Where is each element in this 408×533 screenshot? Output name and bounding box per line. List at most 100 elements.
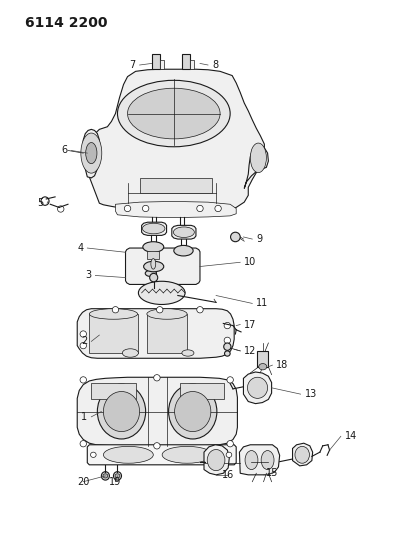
Ellipse shape bbox=[103, 446, 153, 463]
Polygon shape bbox=[204, 445, 229, 475]
Polygon shape bbox=[293, 443, 313, 466]
Ellipse shape bbox=[113, 472, 122, 480]
Polygon shape bbox=[172, 225, 196, 239]
Ellipse shape bbox=[224, 337, 231, 343]
Bar bbox=[257, 351, 268, 367]
Polygon shape bbox=[77, 309, 234, 358]
Ellipse shape bbox=[143, 241, 164, 252]
Ellipse shape bbox=[142, 205, 149, 212]
Text: 18: 18 bbox=[277, 360, 289, 370]
Text: 4: 4 bbox=[77, 243, 83, 253]
Ellipse shape bbox=[224, 351, 230, 356]
Polygon shape bbox=[244, 372, 272, 403]
Ellipse shape bbox=[80, 377, 86, 383]
Ellipse shape bbox=[80, 342, 86, 349]
Ellipse shape bbox=[245, 450, 258, 470]
Bar bbox=[147, 251, 159, 259]
Ellipse shape bbox=[103, 474, 108, 478]
Bar bbox=[180, 383, 224, 399]
Polygon shape bbox=[239, 445, 279, 475]
Ellipse shape bbox=[103, 392, 140, 432]
Ellipse shape bbox=[124, 205, 131, 212]
Polygon shape bbox=[77, 377, 237, 446]
Ellipse shape bbox=[250, 143, 266, 173]
Ellipse shape bbox=[197, 205, 203, 212]
Text: 8: 8 bbox=[212, 60, 218, 70]
Ellipse shape bbox=[224, 322, 231, 329]
Ellipse shape bbox=[122, 349, 138, 357]
Ellipse shape bbox=[182, 350, 194, 356]
Text: 14: 14 bbox=[345, 431, 357, 441]
Polygon shape bbox=[244, 145, 268, 189]
Ellipse shape bbox=[86, 142, 97, 164]
Polygon shape bbox=[142, 222, 166, 236]
Text: 15: 15 bbox=[266, 469, 279, 478]
Text: 7: 7 bbox=[129, 60, 135, 70]
Ellipse shape bbox=[112, 306, 119, 313]
Ellipse shape bbox=[169, 384, 217, 439]
Ellipse shape bbox=[261, 450, 274, 470]
Bar bbox=[182, 54, 190, 69]
Ellipse shape bbox=[175, 392, 211, 432]
Text: 10: 10 bbox=[244, 257, 257, 267]
Ellipse shape bbox=[145, 270, 157, 277]
Text: 6114 2200: 6114 2200 bbox=[25, 16, 107, 30]
Text: 19: 19 bbox=[109, 477, 122, 487]
Ellipse shape bbox=[81, 133, 102, 173]
Text: 13: 13 bbox=[305, 389, 317, 399]
Text: 6: 6 bbox=[61, 146, 67, 156]
Ellipse shape bbox=[101, 472, 109, 480]
Ellipse shape bbox=[231, 232, 240, 241]
Ellipse shape bbox=[98, 384, 146, 439]
Text: 11: 11 bbox=[256, 298, 268, 309]
Text: 9: 9 bbox=[256, 234, 262, 244]
Text: 16: 16 bbox=[222, 470, 234, 480]
Ellipse shape bbox=[173, 227, 194, 238]
Text: 1: 1 bbox=[81, 412, 87, 422]
Ellipse shape bbox=[91, 452, 96, 457]
Bar bbox=[152, 54, 160, 69]
Ellipse shape bbox=[227, 441, 233, 447]
Ellipse shape bbox=[154, 375, 160, 381]
Ellipse shape bbox=[142, 223, 165, 234]
Ellipse shape bbox=[226, 452, 232, 457]
Text: 2: 2 bbox=[81, 336, 87, 346]
Text: 20: 20 bbox=[77, 477, 89, 487]
Bar bbox=[190, 60, 194, 69]
Bar bbox=[89, 314, 137, 353]
Ellipse shape bbox=[162, 446, 212, 463]
Polygon shape bbox=[126, 248, 200, 285]
Bar bbox=[147, 314, 187, 353]
Ellipse shape bbox=[89, 309, 137, 319]
Ellipse shape bbox=[138, 281, 185, 304]
Ellipse shape bbox=[151, 259, 156, 269]
Text: 3: 3 bbox=[85, 270, 91, 280]
Bar bbox=[140, 178, 212, 192]
Ellipse shape bbox=[128, 88, 220, 139]
Ellipse shape bbox=[80, 331, 86, 337]
Ellipse shape bbox=[215, 205, 221, 212]
Ellipse shape bbox=[207, 449, 225, 471]
Ellipse shape bbox=[224, 343, 231, 350]
Ellipse shape bbox=[80, 441, 86, 447]
Bar bbox=[91, 383, 135, 399]
Ellipse shape bbox=[147, 309, 187, 319]
Ellipse shape bbox=[154, 443, 160, 449]
Ellipse shape bbox=[150, 273, 158, 282]
Polygon shape bbox=[82, 130, 100, 178]
Ellipse shape bbox=[118, 80, 230, 147]
Ellipse shape bbox=[115, 474, 120, 478]
Polygon shape bbox=[87, 69, 264, 212]
Text: 17: 17 bbox=[244, 319, 257, 329]
Ellipse shape bbox=[157, 306, 163, 313]
Ellipse shape bbox=[295, 446, 309, 463]
Ellipse shape bbox=[259, 364, 267, 370]
Text: 12: 12 bbox=[244, 346, 257, 356]
Ellipse shape bbox=[248, 377, 268, 398]
Bar bbox=[160, 60, 164, 69]
Ellipse shape bbox=[227, 377, 233, 383]
Polygon shape bbox=[87, 445, 236, 465]
Polygon shape bbox=[115, 201, 236, 217]
Ellipse shape bbox=[174, 245, 193, 256]
Ellipse shape bbox=[144, 261, 164, 272]
